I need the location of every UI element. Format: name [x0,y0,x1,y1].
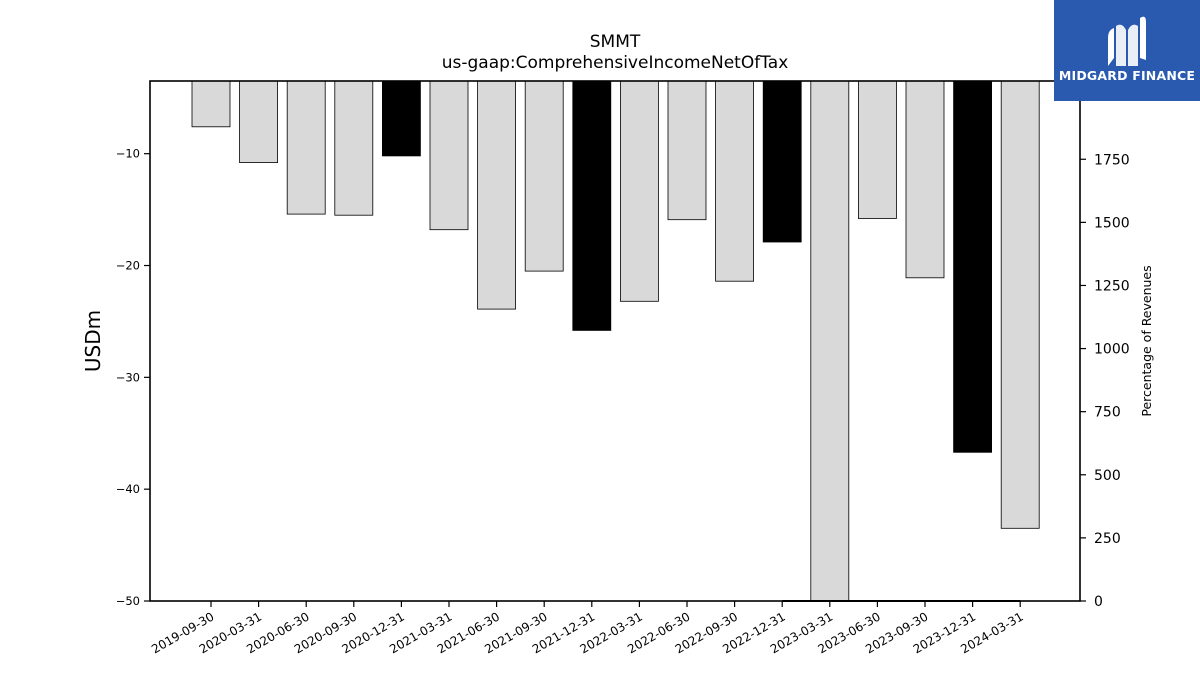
y-tick-label: −40 [116,482,140,496]
bar [477,80,517,310]
bar [572,80,612,331]
y-tick-label: −10 [116,147,140,161]
bar [429,80,469,231]
bar [381,80,421,157]
y2-tick-label: 250 [1094,531,1121,547]
y2-tick-label: 500 [1094,468,1121,484]
chart-subtitle: us-gaap:ComprehensiveIncomeNetOfTax [441,53,789,73]
bar [858,80,897,219]
y-tick-label: −30 [116,370,140,384]
bar [524,80,564,272]
bar [715,80,754,282]
midgard-logo-icon [1108,16,1146,67]
bar [953,80,992,453]
ticks-layer: −10 −20 −30 −40 −50 0 250 500 750 1000 1250 1500 175… [116,89,1130,610]
y2-tick-label: 0 [1094,594,1103,610]
y-tick-label: −50 [116,594,140,608]
bar [191,80,231,128]
y2-axis-label: Percentage of Revenues [1139,265,1154,416]
y-axis-label: USDm [81,310,105,372]
y2-tick-label: 750 [1094,405,1121,421]
x-tick-labels: 2019-09-302020-03-312020-06-302020-09-30… [149,609,1026,656]
bar [286,80,326,215]
bars-layer [191,80,1040,602]
bar [810,80,850,602]
bar [905,80,945,279]
y2-tick-label: 1000 [1094,342,1130,358]
y-tick-label: −20 [116,259,140,273]
bar [334,80,374,216]
bar [762,80,802,243]
bar [1000,80,1040,529]
brand-name: MIDGARD FINANCE [1058,68,1196,83]
brand-logo: MIDGARD FINANCE [1054,0,1200,101]
y2-tick-label: 1500 [1094,215,1130,231]
y2-tick-label: 1250 [1094,278,1130,294]
bar [239,80,279,163]
y2-tick-label: 1750 [1094,152,1130,168]
bar [620,80,659,302]
bar [667,80,707,221]
plot-frame [149,80,1081,602]
chart-title: SMMT [589,32,641,52]
